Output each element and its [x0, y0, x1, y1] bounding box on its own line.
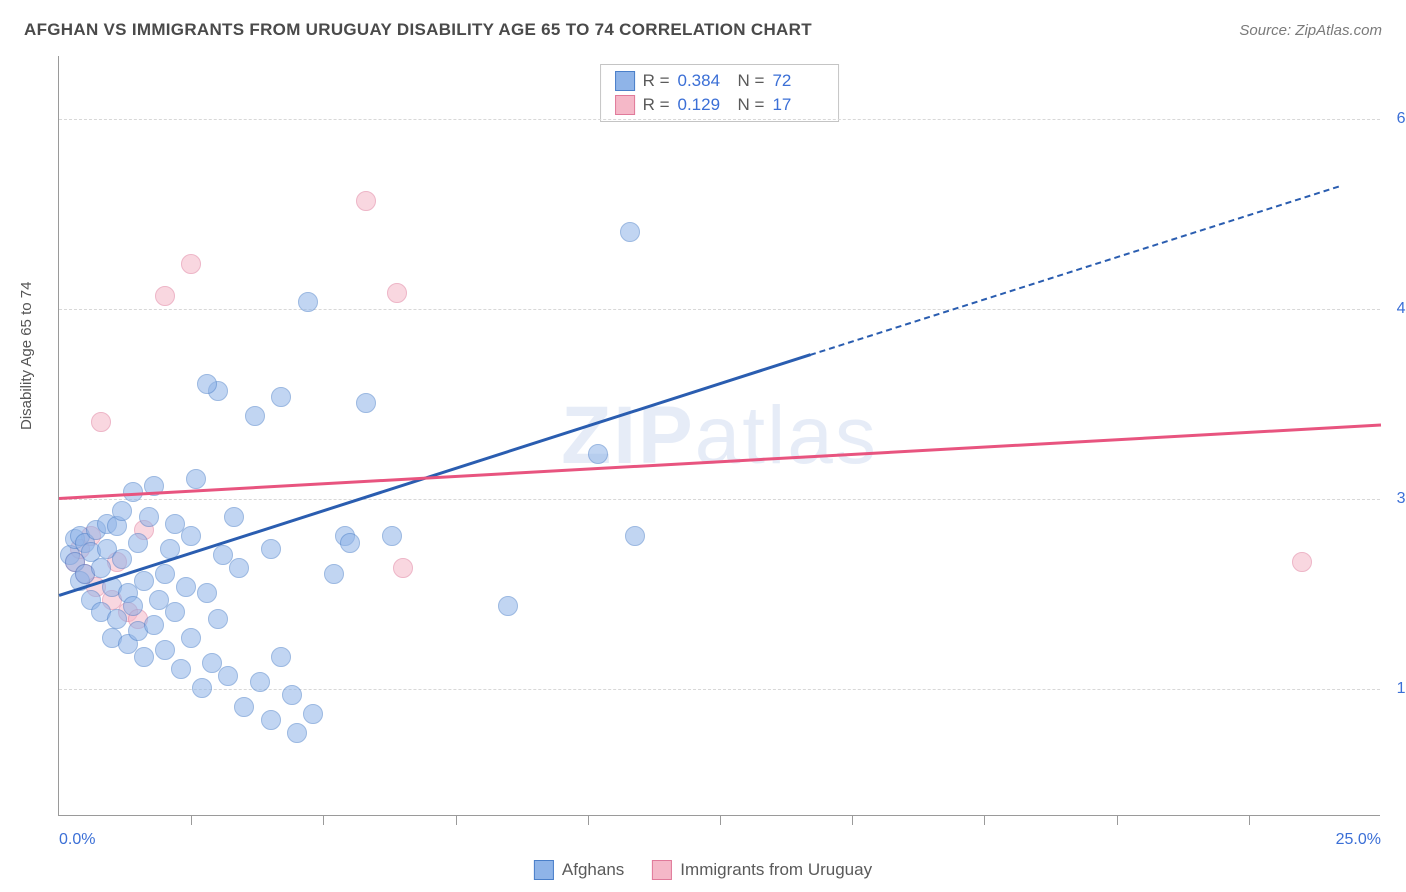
scatter-point-uruguay [181, 254, 201, 274]
scatter-point-afghans [620, 222, 640, 242]
y-tick-label: 45.0% [1397, 300, 1406, 318]
scatter-point-afghans [303, 704, 323, 724]
swatch-uruguay [652, 860, 672, 880]
scatter-point-afghans [123, 596, 143, 616]
n-label: N = [738, 71, 765, 91]
n-value-afghans: 72 [772, 71, 824, 91]
scatter-point-afghans [155, 564, 175, 584]
scatter-point-afghans [298, 292, 318, 312]
scatter-point-afghans [165, 602, 185, 622]
scatter-point-afghans [139, 507, 159, 527]
scatter-point-afghans [224, 507, 244, 527]
n-label: N = [738, 95, 765, 115]
swatch-afghans [615, 71, 635, 91]
scatter-point-afghans [287, 723, 307, 743]
x-tick [852, 815, 853, 825]
scatter-point-afghans [625, 526, 645, 546]
scatter-point-afghans [261, 710, 281, 730]
x-tick [456, 815, 457, 825]
scatter-point-uruguay [356, 191, 376, 211]
scatter-point-afghans [340, 533, 360, 553]
bottom-legend: Afghans Immigrants from Uruguay [534, 860, 872, 880]
scatter-point-uruguay [91, 412, 111, 432]
scatter-point-afghans [261, 539, 281, 559]
x-tick [1117, 815, 1118, 825]
source-attribution: Source: ZipAtlas.com [1239, 22, 1382, 39]
scatter-point-afghans [208, 609, 228, 629]
scatter-point-afghans [181, 526, 201, 546]
scatter-point-afghans [192, 678, 212, 698]
scatter-point-afghans [250, 672, 270, 692]
scatter-point-afghans [245, 406, 265, 426]
y-tick-label: 60.0% [1397, 110, 1406, 128]
n-value-uruguay: 17 [772, 95, 824, 115]
scatter-point-afghans [218, 666, 238, 686]
scatter-point-afghans [588, 444, 608, 464]
source-prefix: Source: [1239, 22, 1295, 39]
scatter-point-uruguay [1292, 552, 1312, 572]
scatter-point-afghans [197, 374, 217, 394]
scatter-point-afghans [356, 393, 376, 413]
regression-afghans-extrapolated [810, 185, 1339, 355]
scatter-point-uruguay [155, 286, 175, 306]
x-tick [323, 815, 324, 825]
x-tick [720, 815, 721, 825]
x-tick [984, 815, 985, 825]
chart-container: AFGHAN VS IMMIGRANTS FROM URUGUAY DISABI… [0, 0, 1406, 892]
gridline-h [59, 499, 1380, 500]
x-tick [1249, 815, 1250, 825]
scatter-point-afghans [186, 469, 206, 489]
gridline-h [59, 309, 1380, 310]
r-label: R = [643, 71, 670, 91]
title-bar: AFGHAN VS IMMIGRANTS FROM URUGUAY DISABI… [24, 20, 1382, 40]
legend-item-uruguay: Immigrants from Uruguay [652, 860, 872, 880]
swatch-uruguay [615, 95, 635, 115]
x-tick-label: 25.0% [1336, 831, 1381, 849]
plot-area: ZIPatlas R = 0.384 N = 72 R = 0.129 N = … [58, 56, 1380, 816]
scatter-point-uruguay [393, 558, 413, 578]
scatter-point-afghans [324, 564, 344, 584]
scatter-point-afghans [197, 583, 217, 603]
legend-item-afghans: Afghans [534, 860, 624, 880]
scatter-point-afghans [382, 526, 402, 546]
x-tick [191, 815, 192, 825]
scatter-point-afghans [271, 387, 291, 407]
scatter-point-afghans [134, 647, 154, 667]
swatch-afghans [534, 860, 554, 880]
legend-label-afghans: Afghans [562, 860, 624, 880]
scatter-point-afghans [234, 697, 254, 717]
chart-title: AFGHAN VS IMMIGRANTS FROM URUGUAY DISABI… [24, 20, 812, 40]
source-name: ZipAtlas.com [1295, 22, 1382, 39]
scatter-point-afghans [498, 596, 518, 616]
gridline-h [59, 119, 1380, 120]
y-tick-label: 30.0% [1397, 490, 1406, 508]
scatter-point-afghans [91, 558, 111, 578]
r-value-afghans: 0.384 [678, 71, 730, 91]
scatter-point-afghans [229, 558, 249, 578]
y-axis-label: Disability Age 65 to 74 [18, 282, 35, 430]
scatter-point-afghans [128, 533, 148, 553]
stats-row-uruguay: R = 0.129 N = 17 [615, 93, 825, 117]
y-tick-label: 15.0% [1397, 680, 1406, 698]
x-tick-label: 0.0% [59, 831, 95, 849]
legend-label-uruguay: Immigrants from Uruguay [680, 860, 872, 880]
scatter-point-afghans [112, 501, 132, 521]
r-label: R = [643, 95, 670, 115]
scatter-point-afghans [171, 659, 191, 679]
scatter-point-afghans [181, 628, 201, 648]
scatter-point-afghans [144, 615, 164, 635]
scatter-point-afghans [282, 685, 302, 705]
regression-uruguay [59, 423, 1381, 499]
scatter-point-afghans [271, 647, 291, 667]
stats-row-afghans: R = 0.384 N = 72 [615, 69, 825, 93]
r-value-uruguay: 0.129 [678, 95, 730, 115]
scatter-point-afghans [134, 571, 154, 591]
stats-legend-box: R = 0.384 N = 72 R = 0.129 N = 17 [600, 64, 840, 122]
scatter-point-afghans [176, 577, 196, 597]
scatter-point-uruguay [387, 283, 407, 303]
x-tick [588, 815, 589, 825]
scatter-point-afghans [155, 640, 175, 660]
scatter-point-afghans [112, 549, 132, 569]
